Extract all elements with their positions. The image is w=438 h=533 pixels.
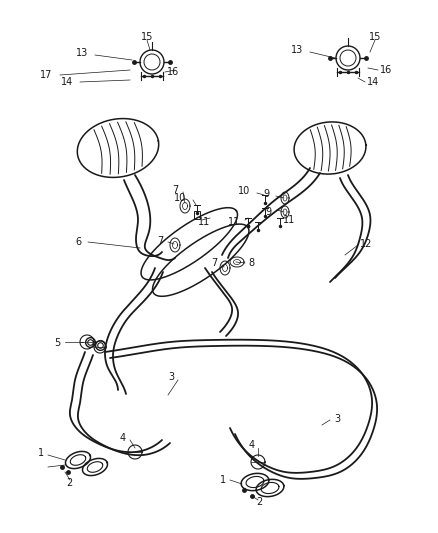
- Text: 9: 9: [264, 189, 270, 199]
- Text: 5: 5: [54, 338, 60, 348]
- Text: 4: 4: [249, 440, 255, 450]
- Text: 4: 4: [120, 433, 126, 443]
- Text: 14: 14: [61, 77, 73, 87]
- Text: 7: 7: [172, 185, 178, 195]
- Text: 3: 3: [334, 414, 340, 424]
- Text: 16: 16: [167, 67, 179, 77]
- Text: 11: 11: [283, 215, 295, 225]
- Text: 7: 7: [211, 258, 217, 268]
- Text: 10: 10: [174, 193, 186, 203]
- Text: 17: 17: [39, 70, 52, 80]
- Text: 2: 2: [256, 497, 262, 507]
- Bar: [194, 211, 200, 219]
- Text: 11: 11: [198, 217, 210, 227]
- Text: 8: 8: [248, 258, 254, 268]
- Text: 1: 1: [220, 475, 226, 485]
- Text: 13: 13: [76, 48, 88, 58]
- Text: 1: 1: [38, 448, 44, 458]
- Text: 15: 15: [369, 32, 381, 42]
- Text: 10: 10: [238, 186, 250, 196]
- Text: 12: 12: [360, 239, 372, 249]
- Text: 9: 9: [265, 207, 271, 217]
- Text: 6: 6: [76, 237, 82, 247]
- Text: 7: 7: [157, 236, 163, 246]
- Text: 16: 16: [380, 65, 392, 75]
- Text: 14: 14: [367, 77, 379, 87]
- Text: 3: 3: [168, 372, 174, 382]
- Text: 15: 15: [141, 32, 153, 42]
- Text: 13: 13: [291, 45, 303, 55]
- Text: 11: 11: [228, 217, 240, 227]
- Text: 2: 2: [66, 478, 72, 488]
